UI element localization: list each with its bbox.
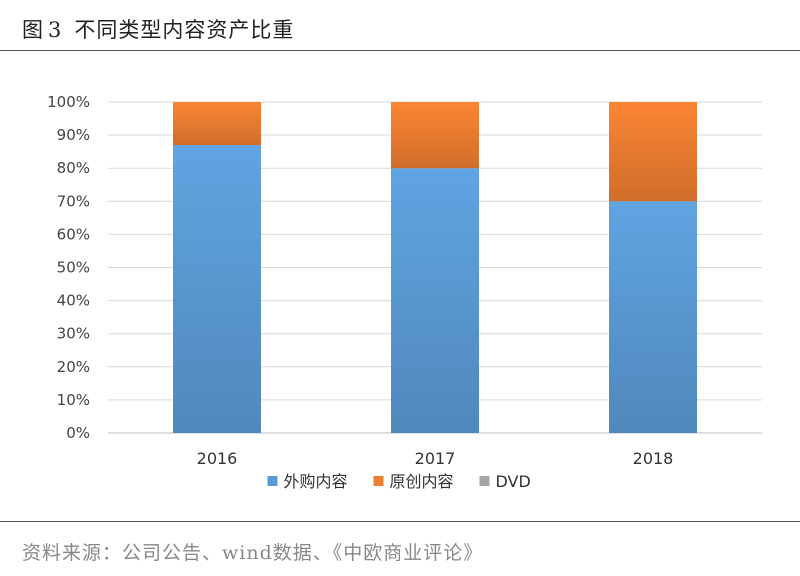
y-tick-label: 50% — [57, 259, 90, 277]
y-tick-label: 30% — [57, 325, 90, 343]
y-tick-label: 70% — [57, 192, 90, 210]
bar-segment — [391, 168, 479, 433]
legend-label: 外购内容 — [284, 472, 348, 491]
y-tick-label: 0% — [66, 424, 90, 442]
legend-swatch — [267, 476, 278, 486]
y-tick-label: 40% — [57, 292, 90, 310]
y-tick-label: 100% — [47, 93, 90, 111]
legend-label: DVD — [496, 472, 531, 491]
y-tick-label: 20% — [57, 358, 90, 376]
bar-segment — [609, 102, 697, 202]
y-tick-label: 90% — [57, 126, 90, 144]
bar-segment — [173, 145, 261, 433]
y-tick-label: 80% — [57, 159, 90, 177]
bar-segment — [391, 102, 479, 169]
bar-segment — [609, 201, 697, 433]
bar-segment — [173, 102, 261, 146]
legend-swatch — [373, 476, 384, 486]
legend-label: 原创内容 — [390, 472, 454, 491]
stacked-bar-chart: 0% 10% 20% 30% 40% 50% 60% 70% 80% 90% 100% 2016 201… — [47, 93, 762, 491]
x-category-label: 2017 — [415, 449, 456, 468]
y-tick-label: 10% — [57, 391, 90, 409]
source-note: 资料来源：公司公告、wind数据、《中欧商业评论》 — [22, 542, 484, 564]
legend-swatch — [479, 476, 490, 486]
figure-number: 3 — [48, 18, 63, 42]
x-category-label: 2018 — [633, 449, 674, 468]
figure-label: 图 — [22, 18, 44, 42]
top-rule — [0, 50, 800, 51]
figure-title-text: 不同类型内容资产比重 — [74, 18, 295, 42]
x-category-label: 2016 — [197, 449, 238, 468]
y-tick-label: 60% — [57, 225, 90, 243]
figure-title: 图 3 不同类型内容资产比重 — [22, 14, 294, 44]
bottom-rule — [0, 521, 800, 522]
